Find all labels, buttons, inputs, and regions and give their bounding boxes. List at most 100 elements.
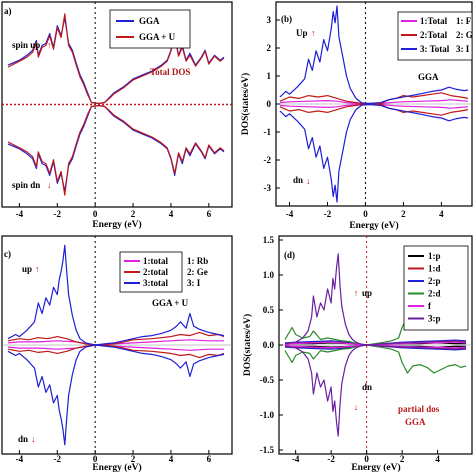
series-line-up-0 <box>279 99 469 105</box>
panel-b-gga-annotation: GGA <box>418 72 439 82</box>
series-line-dn-2 <box>279 103 469 203</box>
panel-a-xlabel: Energy (eV) <box>92 219 141 230</box>
legend-label-gga: GGA <box>139 16 160 26</box>
panel-c-up-arrow: ↑ <box>35 264 40 274</box>
panel-d: -4 -2 0 2 4 -1.5 -1.0 -0.5 0.0 0.5 1.0 1.5 (d) DOS(… <box>242 235 473 473</box>
panel-d-up-annotation: up <box>362 288 372 298</box>
panel-c-xlabel: Energy (eV) <box>92 462 141 473</box>
panel-b-ticks-layer: -4 -2 0 2 4 -3 -2 -1 0 1 2 3 <box>264 15 445 219</box>
y-tick-label: -0.5 <box>260 375 275 385</box>
legend-label-d-0: 1:p <box>428 251 441 261</box>
y-tick-label: 1 <box>267 71 272 81</box>
x-tick-label: 6 <box>207 209 212 219</box>
panel-d-xlabel: Energy (eV) <box>351 462 400 473</box>
panel-b-legend: 1:Total 2:Total 3: Total <box>397 11 473 61</box>
total-dos-annotation: Total DOS <box>150 67 190 77</box>
panel-d-ticks-layer: -4 -2 0 2 4 -1.5 -1.0 -0.5 0.0 0.5 1.0 1.5 <box>260 235 441 464</box>
x-tick-label: 4 <box>439 209 444 219</box>
panel-d-ylabel: DOS(states/eV) <box>242 314 253 376</box>
panel-b-dn-arrow: ↓ <box>306 176 311 186</box>
panel-b-xlabel: Energy (eV) <box>349 220 398 231</box>
legend-label-gga-u: GGA + U <box>139 32 176 42</box>
panel-c-side-label-2: 2: Ge <box>187 267 208 277</box>
panel-c-series-layer <box>2 236 232 454</box>
panel-c-plot-area <box>2 236 232 454</box>
panel-a-legend: GGA GGA + U <box>109 9 191 49</box>
x-tick-label: -2 <box>54 454 62 464</box>
series-line-dn-1 <box>279 103 469 116</box>
panel-d-legend: 1:p 1:d 2:p 2:d f 3:p <box>403 245 469 331</box>
panel-b-side-label-3: 3: I <box>456 44 470 54</box>
legend-label-b-1: 1:Total <box>420 16 448 26</box>
panel-b-ylabel: DOS(states/eV) <box>240 73 251 135</box>
x-tick-label: -4 <box>286 209 294 219</box>
x-tick-label: -4 <box>16 454 24 464</box>
panel-b-label: (b) <box>281 14 292 24</box>
panel-a-ticks-layer: -4 -2 0 2 4 6 <box>16 203 212 219</box>
series-line-dn-2 <box>7 344 225 446</box>
x-tick-label: 2 <box>401 209 406 219</box>
legend-label-c-2: 2:total <box>143 267 168 277</box>
x-tick-label: 2 <box>131 454 136 464</box>
x-tick-label: 6 <box>207 454 212 464</box>
y-tick-label: 0.5 <box>263 305 275 315</box>
x-tick-label: 4 <box>435 454 440 464</box>
panel-c-dn-arrow: ↓ <box>31 434 36 444</box>
series-line-dn-3 <box>284 344 467 374</box>
legend-label-c-3: 3:total <box>143 278 168 288</box>
legend-label-b-3: 3: Total <box>420 44 450 54</box>
spin-dn-arrow: ↓ <box>47 180 52 190</box>
y-tick-label: -2 <box>264 155 272 165</box>
x-tick-label: 0 <box>363 209 368 219</box>
legend-label-d-1: 1:d <box>428 264 441 274</box>
series-line-dn-5 <box>284 344 467 437</box>
series-line-up-2 <box>279 5 469 105</box>
y-tick-label: 3 <box>267 15 272 25</box>
spin-up-annotation: spin up <box>12 40 40 50</box>
x-tick-label: 0 <box>93 454 98 464</box>
panel-b-series-layer <box>276 2 472 206</box>
y-tick-label: 1.0 <box>263 270 275 280</box>
y-tick-label: 0.0 <box>263 340 275 350</box>
legend-label-d-5: 3:p <box>428 314 441 324</box>
panel-c-ticks-layer: -4 -2 0 2 4 6 <box>16 450 212 464</box>
y-tick-label: 2 <box>267 43 272 53</box>
panel-d-series-layer <box>279 236 472 454</box>
series-line-up-1 <box>7 331 225 346</box>
panel-c-label: c) <box>4 249 11 259</box>
panel-d-plot-area <box>279 236 472 454</box>
y-tick-label: 1.5 <box>263 235 275 245</box>
x-tick-label: -4 <box>292 454 300 464</box>
panel-c-side-label-1: 1: Rb <box>187 256 208 266</box>
x-tick-label: 0 <box>364 454 369 464</box>
legend-label-c-1: 1:total <box>143 256 168 266</box>
x-tick-label: -2 <box>327 454 335 464</box>
series-line-dn-0 <box>279 103 469 109</box>
panel-d-up-arrow: ↑ <box>354 288 359 298</box>
panel-b-up-annotation: Up <box>296 28 308 38</box>
series-line-dn-1 <box>7 104 225 196</box>
x-tick-label: 2 <box>131 209 136 219</box>
panel-c-side-label-3: 3: I <box>187 278 201 288</box>
panel-a-label: a) <box>4 6 12 16</box>
series-line-dn-1 <box>7 344 225 359</box>
y-tick-label: 0 <box>267 99 272 109</box>
x-tick-label: -2 <box>324 209 332 219</box>
panel-b-side-label-1: 1: F <box>456 16 472 26</box>
panel-d-dn-annotation: dn <box>362 382 372 392</box>
panel-a-series-layer <box>2 2 232 207</box>
series-line-up-2 <box>7 244 225 346</box>
panel-d-gga-annotation: GGA <box>405 417 426 427</box>
panel-d-partial-dos-annotation: partial dos <box>398 404 440 414</box>
panel-c: -4 -2 0 2 4 6 c) Energy (eV) up ↑ dn ↓ GGA + … <box>1 235 233 473</box>
panel-b-side-label-2: 2: G <box>456 30 473 40</box>
legend-label-b-2: 2:Total <box>420 30 448 40</box>
panel-b-plot-area <box>276 2 472 206</box>
panel-c-gga-u-annotation: GGA + U <box>152 298 189 308</box>
panel-d-label: (d) <box>284 250 295 260</box>
panel-d-dn-arrow: ↓ <box>354 402 359 412</box>
y-tick-label: -3 <box>264 183 272 193</box>
series-line-up-5 <box>284 253 467 346</box>
x-tick-label: 4 <box>169 209 174 219</box>
x-tick-label: 4 <box>169 454 174 464</box>
